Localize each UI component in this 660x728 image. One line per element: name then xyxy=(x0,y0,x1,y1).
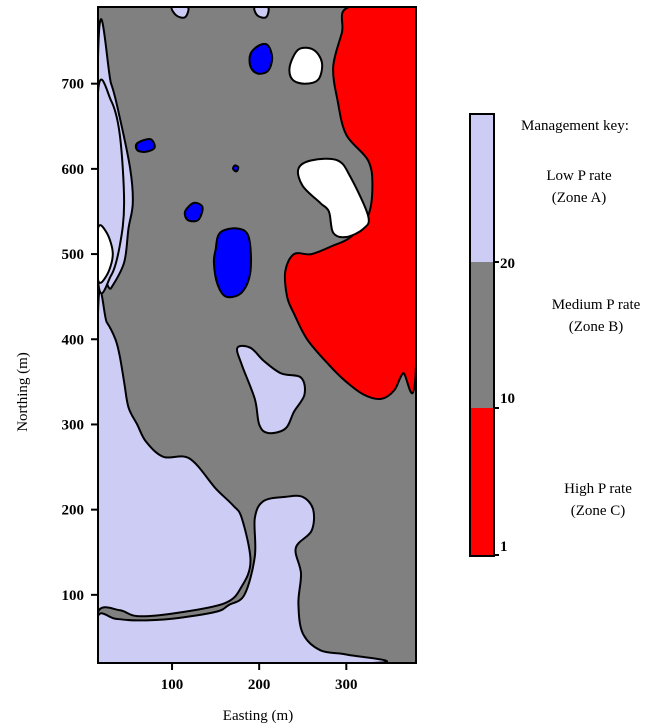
legend-break-20: 20 xyxy=(500,256,515,272)
legend-swatch-zone-a xyxy=(470,114,494,262)
legend-zone-c-line1: High P rate xyxy=(564,481,632,497)
zone-very-low-region xyxy=(183,201,204,223)
legend-zone-a-line1: Low P rate xyxy=(546,168,612,184)
x-tick-label: 100 xyxy=(161,677,184,693)
legend-zone-b-line1: Medium P rate xyxy=(552,297,641,313)
y-tick-label: 200 xyxy=(62,503,85,519)
y-tick-label: 600 xyxy=(62,162,85,178)
zone-none-region xyxy=(98,224,114,284)
axes-layer: Northing (m) Easting (m) 100 200 300 100 200… xyxy=(15,77,358,724)
legend-break-10: 10 xyxy=(500,391,515,407)
y-axis-label: Northing (m) xyxy=(15,352,31,432)
y-tick-label: 100 xyxy=(62,588,85,604)
zone-low-region xyxy=(253,7,270,19)
x-tick-label: 200 xyxy=(248,677,271,693)
zone-low-region xyxy=(170,7,190,19)
legend-zone-a-line2: (Zone A) xyxy=(552,190,607,206)
legend-swatch-zone-c xyxy=(470,408,494,556)
zone-very-low-region xyxy=(231,164,240,173)
legend: Management key: Low P rate (Zone A) Medi… xyxy=(469,113,641,557)
zone-none-region xyxy=(288,46,324,85)
zone-high-region xyxy=(283,7,416,401)
map-layer xyxy=(97,6,417,664)
zone-low-region xyxy=(98,288,252,663)
zone-very-low-region xyxy=(134,137,156,153)
legend-title: Management key: xyxy=(521,118,629,134)
zone-very-low-region xyxy=(212,227,252,299)
y-tick-label: 700 xyxy=(62,77,85,93)
legend-bar-frame xyxy=(469,113,495,557)
zone-very-low-region xyxy=(248,42,274,75)
legend-break-1: 1 xyxy=(500,539,508,555)
legend-zone-b-line2: (Zone B) xyxy=(569,319,624,335)
y-tick-label: 300 xyxy=(62,417,85,433)
x-axis-label: Easting (m) xyxy=(223,708,293,724)
y-tick-label: 500 xyxy=(62,247,85,263)
legend-swatch-zone-b xyxy=(470,262,494,408)
x-tick-label: 300 xyxy=(335,677,358,693)
legend-zone-c-line2: (Zone C) xyxy=(571,503,626,519)
zone-none-region xyxy=(296,157,370,239)
zone-low-region xyxy=(98,494,388,663)
zone-low-region xyxy=(236,344,306,435)
y-tick-label: 400 xyxy=(62,332,85,348)
plot-frame xyxy=(97,6,417,664)
